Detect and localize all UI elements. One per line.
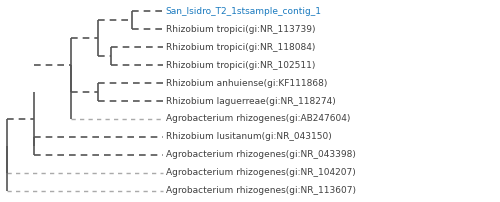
Text: Rhizobium lusitanum(gi:NR_043150): Rhizobium lusitanum(gi:NR_043150): [166, 132, 332, 141]
Text: San_Isidro_T2_1stsample_contig_1: San_Isidro_T2_1stsample_contig_1: [166, 7, 322, 16]
Text: Agrobacterium rhizogenes(gi:NR_113607): Agrobacterium rhizogenes(gi:NR_113607): [166, 186, 356, 195]
Text: Rhizobium laguerreae(gi:NR_118274): Rhizobium laguerreae(gi:NR_118274): [166, 97, 336, 105]
Text: Rhizobium tropici(gi:NR_118084): Rhizobium tropici(gi:NR_118084): [166, 43, 315, 52]
Text: Agrobacterium rhizogenes(gi:NR_043398): Agrobacterium rhizogenes(gi:NR_043398): [166, 150, 356, 159]
Text: Rhizobium anhuiense(gi:KF111868): Rhizobium anhuiense(gi:KF111868): [166, 79, 327, 88]
Text: Rhizobium tropici(gi:NR_102511): Rhizobium tropici(gi:NR_102511): [166, 61, 315, 70]
Text: Agrobacterium rhizogenes(gi:NR_104207): Agrobacterium rhizogenes(gi:NR_104207): [166, 168, 356, 177]
Text: Agrobacterium rhizogenes(gi:AB247604): Agrobacterium rhizogenes(gi:AB247604): [166, 114, 350, 123]
Text: Rhizobium tropici(gi:NR_113739): Rhizobium tropici(gi:NR_113739): [166, 25, 316, 34]
